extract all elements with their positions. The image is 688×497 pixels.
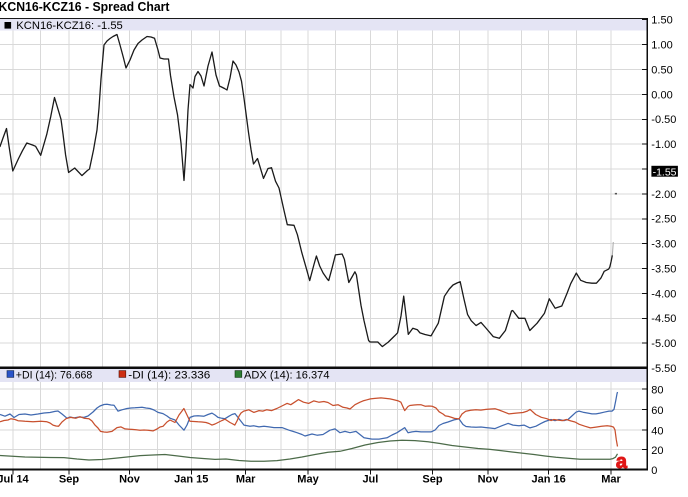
svg-text:-5.00: -5.00 xyxy=(651,338,676,350)
svg-text:-DI (14): 23.336: -DI (14): 23.336 xyxy=(128,370,210,382)
svg-text:May: May xyxy=(297,474,319,486)
svg-text:0.00: 0.00 xyxy=(651,89,672,101)
svg-text:80: 80 xyxy=(651,384,663,396)
svg-text:Sep: Sep xyxy=(59,474,79,486)
svg-text:Mar: Mar xyxy=(601,474,621,486)
svg-text:-3.50: -3.50 xyxy=(651,264,676,276)
svg-text:-1.00: -1.00 xyxy=(651,139,676,151)
svg-text:60: 60 xyxy=(651,405,663,417)
svg-text:-3.00: -3.00 xyxy=(651,239,676,251)
svg-text:-1.55: -1.55 xyxy=(653,166,677,178)
svg-text:a: a xyxy=(616,451,628,473)
svg-text:Jan 15: Jan 15 xyxy=(174,474,208,486)
svg-text:Sep: Sep xyxy=(422,474,442,486)
svg-text:-2.50: -2.50 xyxy=(651,214,676,226)
svg-text:1.50: 1.50 xyxy=(651,15,672,27)
svg-text:KCN16-KCZ16 - Spread Chart: KCN16-KCZ16 - Spread Chart xyxy=(0,0,170,14)
svg-text:ADX (14): 16.374: ADX (14): 16.374 xyxy=(244,370,330,382)
svg-text:-0.50: -0.50 xyxy=(651,114,676,126)
svg-text:-5.50: -5.50 xyxy=(651,363,676,375)
svg-text:-4.00: -4.00 xyxy=(651,288,676,300)
svg-text:1.00: 1.00 xyxy=(651,40,672,52)
svg-text:Jul 14: Jul 14 xyxy=(0,474,29,486)
svg-text:-4.50: -4.50 xyxy=(651,313,676,325)
svg-text:Nov: Nov xyxy=(478,474,500,486)
svg-text:KCN16-KCZ16: -1.55: KCN16-KCZ16: -1.55 xyxy=(16,20,122,32)
svg-text:0.50: 0.50 xyxy=(651,65,672,77)
svg-text:Mar: Mar xyxy=(236,474,256,486)
svg-text:+DI (14): 76.668: +DI (14): 76.668 xyxy=(16,370,93,382)
svg-text:Jul: Jul xyxy=(362,474,378,486)
svg-text:40: 40 xyxy=(651,425,663,437)
svg-text:Nov: Nov xyxy=(119,474,141,486)
svg-text:Jan 16: Jan 16 xyxy=(531,474,565,486)
svg-text:20: 20 xyxy=(651,445,663,457)
svg-text:-2.00: -2.00 xyxy=(651,189,676,201)
svg-text:0: 0 xyxy=(651,465,657,477)
